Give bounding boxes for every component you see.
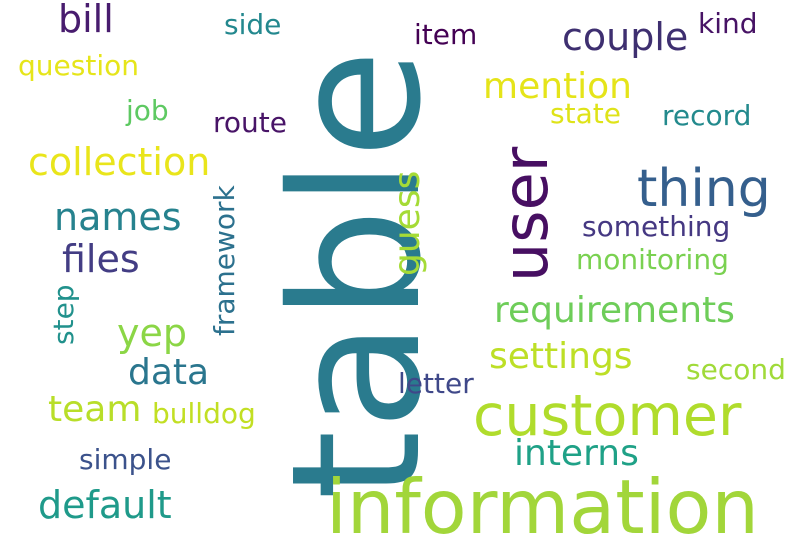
word-couple: couple — [562, 15, 689, 59]
word-bulldog: bulldog — [152, 397, 256, 430]
word-mention: mention — [483, 66, 632, 107]
word-guess: guess — [387, 170, 428, 276]
word-collection: collection — [28, 140, 211, 184]
word-second: second — [686, 353, 786, 386]
word-yep: yep — [117, 311, 187, 355]
word-framework: framework — [208, 185, 241, 336]
word-settings: settings — [489, 336, 633, 377]
word-side: side — [224, 8, 282, 41]
word-route: route — [213, 106, 287, 139]
word-requirements: requirements — [494, 290, 735, 331]
word-default: default — [38, 483, 172, 527]
word-team: team — [48, 389, 142, 430]
word-user: user — [489, 146, 562, 282]
word-step: step — [47, 284, 80, 345]
word-letter: letter — [398, 367, 474, 400]
word-something: something — [582, 210, 731, 243]
word-record: record — [662, 99, 752, 132]
word-job: job — [126, 94, 169, 127]
word-customer: customer — [473, 383, 742, 449]
word-question: question — [18, 49, 139, 82]
word-information: information — [326, 463, 759, 551]
word-thing: thing — [637, 159, 771, 219]
word-names: names — [54, 195, 182, 239]
word-interns: interns — [514, 433, 639, 474]
word-simple: simple — [79, 443, 172, 476]
word-monitoring: monitoring — [576, 243, 729, 276]
word-files: files — [62, 237, 140, 281]
word-kind: kind — [698, 7, 758, 40]
word-data: data — [128, 352, 210, 393]
word-item: item — [414, 18, 478, 51]
word-state: state — [550, 97, 621, 130]
word-bill: bill — [58, 0, 114, 41]
